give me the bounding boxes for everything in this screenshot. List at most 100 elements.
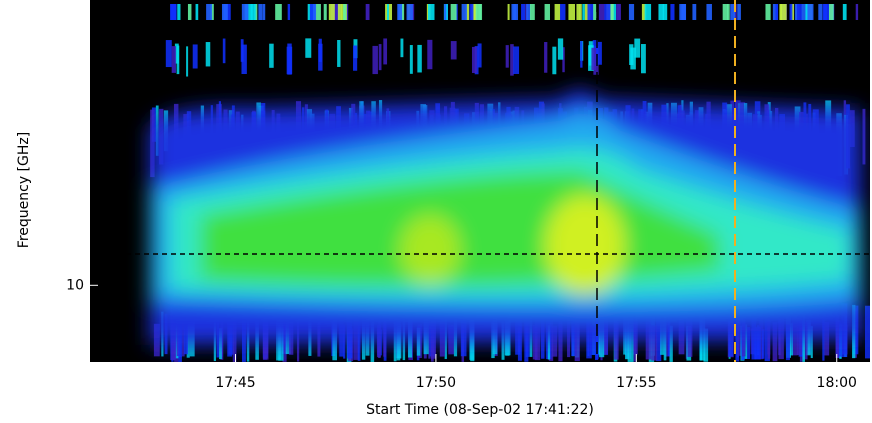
noise-stripe [275,4,282,20]
noise-stripe [772,322,778,362]
x-tick-label: 18:00 [817,375,857,391]
noise-stripe [262,4,266,20]
noise-stripe [328,4,335,20]
noise-stripe [862,108,866,165]
noise-stripe [669,325,673,362]
noise-stripe [801,4,809,20]
noise-stripe [629,44,634,65]
noise-stripe [241,44,247,75]
x-tick-label: 17:45 [215,375,255,391]
noise-stripe [772,4,777,20]
noise-stripe [206,4,212,20]
noise-stripe [641,44,646,74]
noise-stripe [240,39,244,62]
noise-stripe [177,4,181,20]
noise-stripe [597,41,602,65]
noise-stripe [337,40,341,67]
noise-stripe [628,4,635,20]
noise-stripe [477,43,482,68]
noise-stripe [810,325,813,359]
spectrum-emission [150,90,862,345]
noise-stripe [807,4,814,20]
noise-stripe [305,38,312,58]
noise-stripe [246,4,253,20]
noise-stripe [309,4,316,20]
noise-stripe [794,4,798,20]
noise-stripe [737,4,741,20]
noise-stripe [241,4,249,20]
noise-stripe [823,4,830,20]
noise-stripe [511,4,517,20]
noise-stripe [588,45,594,71]
noise-stripe [842,4,847,20]
noise-stripe [547,325,551,360]
noise-stripe [386,4,389,20]
noise-stripe [186,46,189,77]
y-tick-label: 10 [66,277,84,293]
noise-stripe [312,4,317,20]
noise-stripe [598,4,605,20]
noise-stripe [706,4,712,20]
noise-stripe [864,305,870,359]
noise-stripe [406,4,413,20]
noise-stripe [250,4,256,20]
x-tick-label: 17:55 [616,375,656,391]
noise-stripe [258,4,263,20]
x-axis-label: Start Time (08-Sep-02 17:41:22) [366,402,594,418]
noise-stripe [195,4,199,20]
noise-stripe [427,39,433,70]
noise-stripe [254,4,258,20]
noise-stripe [409,45,413,74]
noise-stripe [662,4,668,20]
noise-stripe [222,38,226,64]
noise-stripe [507,4,510,20]
noise-stripe [269,43,274,68]
noise-stripe [562,47,565,73]
noise-stripe [176,45,180,75]
noise-stripe [775,4,778,20]
noise-stripe [608,4,614,20]
noise-stripe [552,46,557,75]
noise-stripe [582,4,585,20]
noise-stripe [505,45,509,68]
noise-stripe [287,43,292,75]
noise-stripe [591,47,597,71]
noise-stripe [378,44,382,71]
noise-stripe [785,324,790,361]
noise-stripe [616,4,621,20]
noise-stripe [472,4,477,20]
noise-stripe [365,4,370,20]
noise-stripe [450,41,457,60]
noise-stripe [521,4,526,20]
noise-stripe [789,4,793,20]
noise-stripe [529,4,535,20]
noise-stripe [604,4,611,20]
noise-stripe [205,42,211,67]
noise-stripe [398,4,403,20]
noise-stripe [343,4,347,20]
noise-stripe [557,38,564,60]
noise-stripe [428,4,435,20]
noise-stripe [641,4,647,20]
noise-stripe [593,4,597,20]
noise-stripe [634,38,641,58]
noise-stripe [287,4,291,20]
noise-stripe [805,4,808,20]
noise-stripe [761,329,765,359]
noise-stripe [796,4,803,20]
noise-stripe [318,38,322,62]
noise-stripe [526,4,531,20]
noise-stripe [722,4,728,20]
noise-stripe [450,4,457,20]
noise-stripe [587,4,595,20]
noise-stripe [187,4,192,20]
noise-stripe [828,4,834,20]
noise-stripe [576,4,580,20]
noise-stripe [818,4,823,20]
noise-stripe [461,4,467,20]
noise-stripe [444,4,447,20]
noise-stripe [332,4,338,20]
noise-stripe [727,4,730,20]
y-axis-label: Frequency [GHz] [16,132,32,248]
noise-stripe [791,4,794,20]
